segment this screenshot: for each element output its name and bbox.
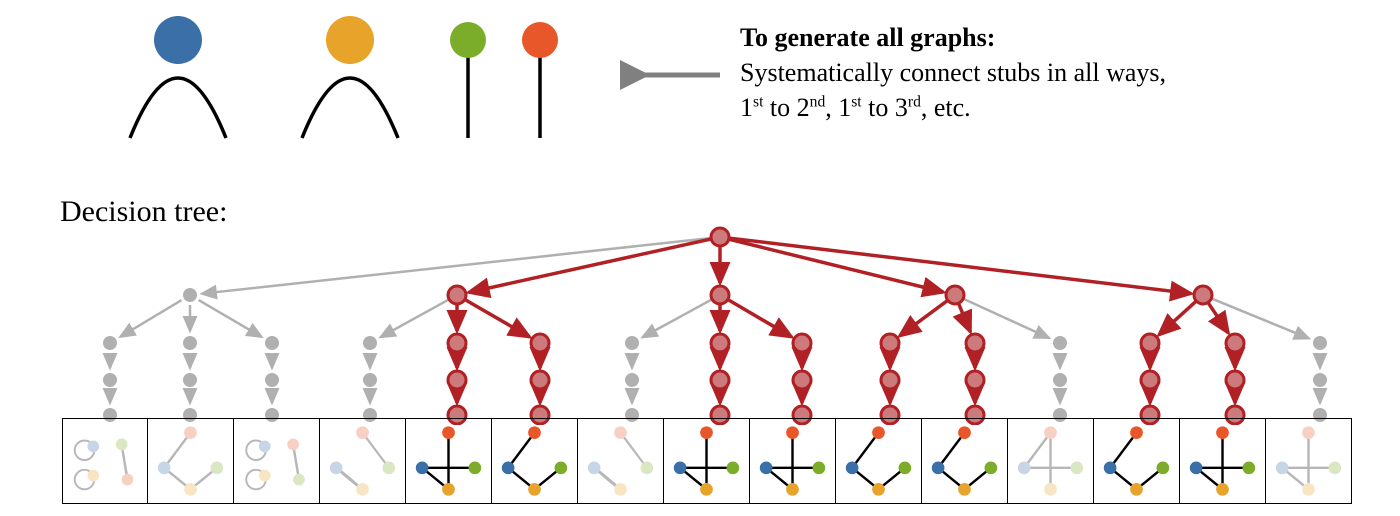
leaf-graph xyxy=(664,418,750,504)
decision-tree-label: Decision tree: xyxy=(60,195,227,229)
header-text: To generate all graphs: Systematically c… xyxy=(740,20,1166,125)
leaf-graphs-row xyxy=(62,418,1352,504)
leaf-graph xyxy=(1180,418,1266,504)
header-seq: 1st to 2nd, 1st to 3rd, etc. xyxy=(740,93,971,122)
leaf-graph xyxy=(1266,418,1352,504)
leaf-graph xyxy=(406,418,492,504)
header-line1: Systematically connect stubs in all ways… xyxy=(740,58,1166,87)
decision-tree xyxy=(0,225,1400,420)
leaf-graph xyxy=(148,418,234,504)
leaf-graph xyxy=(836,418,922,504)
leaf-graph xyxy=(62,418,148,504)
leaf-graph xyxy=(320,418,406,504)
leaf-graph xyxy=(750,418,836,504)
leaf-graph xyxy=(1094,418,1180,504)
leaf-graph xyxy=(922,418,1008,504)
leaf-graph xyxy=(234,418,320,504)
stubs-svg xyxy=(0,0,1400,170)
leaf-graph xyxy=(578,418,664,504)
leaf-graph xyxy=(1008,418,1094,504)
header-title: To generate all graphs: xyxy=(740,23,995,52)
header-region: To generate all graphs: Systematically c… xyxy=(0,0,1400,170)
leaf-graph xyxy=(492,418,578,504)
